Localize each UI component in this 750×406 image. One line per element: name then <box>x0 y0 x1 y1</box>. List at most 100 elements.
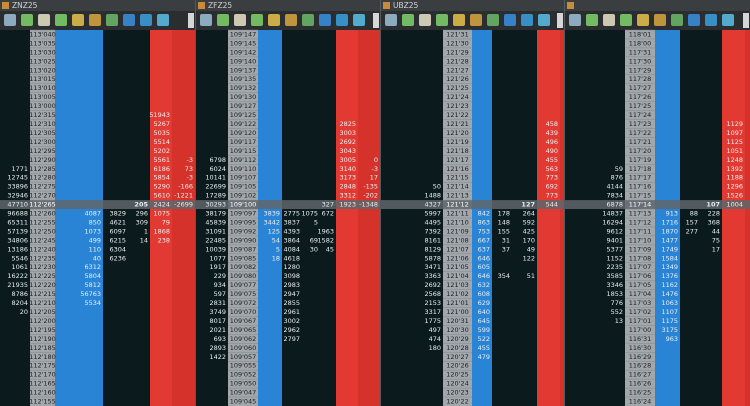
price: 116'24 <box>629 398 651 406</box>
price: 117'28 <box>629 75 651 83</box>
toolbar-button[interactable] <box>4 14 16 26</box>
cell: 6236 <box>109 254 126 262</box>
cell: 1923 <box>339 201 356 209</box>
price: 120'30 <box>446 326 468 334</box>
cell: 2855 <box>283 299 300 307</box>
cell: 1051 <box>726 147 743 155</box>
toolbar-button[interactable] <box>336 14 348 26</box>
cell: 33896 <box>7 183 28 191</box>
cell: 2424 <box>153 201 170 209</box>
cell: 1004 <box>726 201 743 209</box>
toolbar-button[interactable] <box>521 14 533 26</box>
price: 109'130 <box>230 93 257 101</box>
toolbar-button[interactable] <box>504 14 516 26</box>
toolbar-button[interactable] <box>251 14 263 26</box>
toolbar-button[interactable] <box>569 14 581 26</box>
toolbar-button[interactable] <box>140 14 152 26</box>
price: 109'147 <box>230 30 257 38</box>
scroll-button[interactable] <box>373 13 379 28</box>
toolbar-button[interactable] <box>453 14 465 26</box>
cell: 16222 <box>7 272 28 280</box>
cell: 1296 <box>726 183 743 191</box>
cell: 54 <box>272 236 280 244</box>
toolbar-button[interactable] <box>436 14 448 26</box>
cell: 56763 <box>80 290 101 298</box>
cell: -166 <box>178 183 193 191</box>
toolbar-button[interactable] <box>586 14 598 26</box>
cell: -3 <box>187 156 193 164</box>
cell: 8161 <box>424 236 441 244</box>
toolbar-button[interactable] <box>603 14 615 26</box>
price: 109'057 <box>230 353 257 361</box>
current-row <box>381 200 564 210</box>
toolbar-button[interactable] <box>268 14 280 26</box>
toolbar-button[interactable] <box>285 14 297 26</box>
toolbar-button[interactable] <box>319 14 331 26</box>
scroll-button[interactable] <box>557 13 563 28</box>
toolbar-button[interactable] <box>487 14 499 26</box>
toolbar-button[interactable] <box>72 14 84 26</box>
price: 109'120 <box>230 129 257 137</box>
toolbar-button[interactable] <box>620 14 632 26</box>
cell: 1476 <box>661 290 678 298</box>
toolbar-button[interactable] <box>55 14 67 26</box>
cell: 327 <box>322 201 334 209</box>
price: 117'07 <box>629 263 651 271</box>
price: 112'240 <box>29 245 56 253</box>
toolbar-button[interactable] <box>234 14 246 26</box>
toolbar-button[interactable] <box>21 14 33 26</box>
cell: 10039 <box>205 245 226 253</box>
cell: 3585 <box>606 272 623 280</box>
toolbar-button[interactable] <box>385 14 397 26</box>
toolbar-button[interactable] <box>671 14 683 26</box>
price: 112'220 <box>29 281 56 289</box>
cell: 667 <box>478 236 490 244</box>
price: 112'200 <box>29 317 56 325</box>
cell: 4087 <box>84 210 101 218</box>
toolbar-button[interactable] <box>217 14 229 26</box>
toolbar-button[interactable] <box>38 14 50 26</box>
price: 109'110 <box>230 165 257 173</box>
toolbar-button[interactable] <box>688 14 700 26</box>
toolbar-button[interactable] <box>106 14 118 26</box>
toolbar-button[interactable] <box>654 14 666 26</box>
price: 120'22 <box>446 398 468 406</box>
scroll-button[interactable] <box>188 13 194 28</box>
column <box>560 30 564 406</box>
price: 120'23 <box>446 389 468 397</box>
toolbar-button[interactable] <box>705 14 717 26</box>
toolbar-button[interactable] <box>353 14 365 26</box>
toolbar-button[interactable] <box>637 14 649 26</box>
cell: -135 <box>363 183 378 191</box>
scroll-button[interactable] <box>743 13 749 28</box>
cell: 645 <box>478 317 490 325</box>
price: 117'29 <box>629 66 651 74</box>
cell: 5514 <box>153 138 170 146</box>
toolbar-button[interactable] <box>722 14 734 26</box>
toolbar-button[interactable] <box>123 14 135 26</box>
toolbar-button[interactable] <box>302 14 314 26</box>
cell: 646 <box>478 254 490 262</box>
cell: 122 <box>523 254 535 262</box>
cell: -2699 <box>174 201 193 209</box>
price: 116'27 <box>629 371 651 379</box>
toolbar-button[interactable] <box>200 14 212 26</box>
toolbar-button[interactable] <box>538 14 550 26</box>
toolbar-button[interactable] <box>419 14 431 26</box>
price: 121'09 <box>446 227 468 235</box>
price: 112'205 <box>29 308 56 316</box>
cell: 1097 <box>726 129 743 137</box>
cell: 5534 <box>84 299 101 307</box>
price: 112'235 <box>29 254 56 262</box>
cell: 439 <box>546 129 558 137</box>
toolbar-button[interactable] <box>89 14 101 26</box>
price: 117'30 <box>629 57 651 65</box>
toolbar-button[interactable] <box>157 14 169 26</box>
cell: 13 <box>615 317 623 325</box>
toolbar-button[interactable] <box>470 14 482 26</box>
toolbar-button[interactable] <box>402 14 414 26</box>
price: 116'30 <box>629 344 651 352</box>
cell: 692 <box>546 183 558 191</box>
cell: 4144 <box>606 183 623 191</box>
cell: 107 <box>706 201 720 209</box>
